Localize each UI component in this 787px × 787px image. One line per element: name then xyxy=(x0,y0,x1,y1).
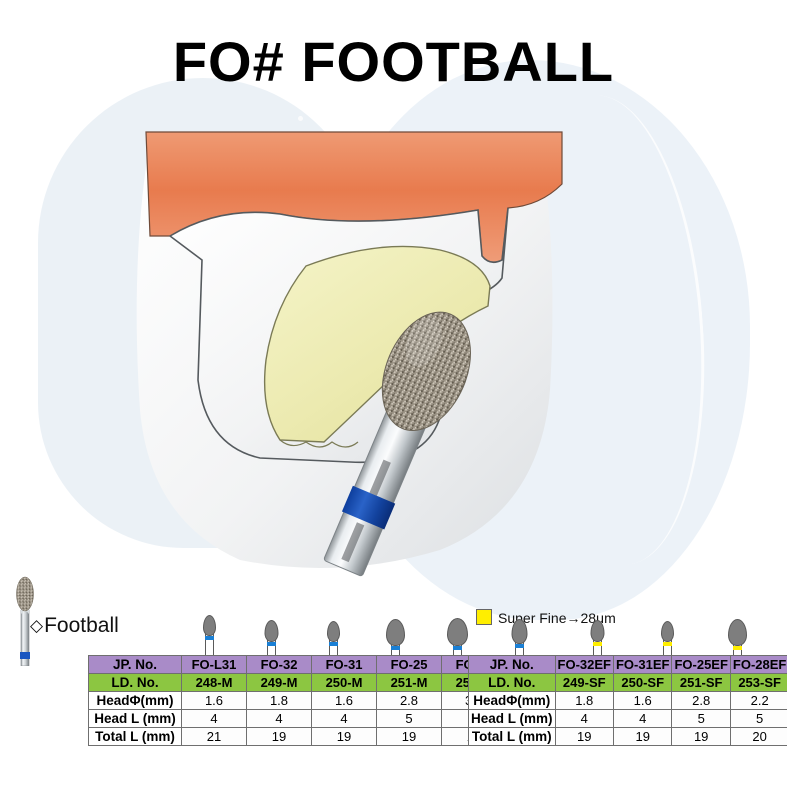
bur-grit-band xyxy=(390,646,400,650)
table-row: Head L (mm) 4 4 5 5 xyxy=(468,709,787,728)
specification-section: ◇Football Super Fine→28μm ISO257/016ISO2… xyxy=(0,556,787,787)
shape-label-text: Football xyxy=(44,614,119,637)
bur-grit-band xyxy=(514,644,524,648)
cell-head-dia: 2.8 xyxy=(671,691,731,710)
bur-grit-band xyxy=(204,636,214,640)
bur-head xyxy=(326,621,340,642)
bur-head xyxy=(511,619,527,644)
table-row: Total L (mm) 19 19 19 20 xyxy=(468,727,787,746)
cell-head-l: 4 xyxy=(181,709,247,728)
cell-head-l: 5 xyxy=(376,709,442,728)
table-row: JP. No. FO-32EF FO-31EF FO-25EF FO-28EF xyxy=(468,655,787,674)
row-header: Total L (mm) xyxy=(468,727,556,746)
tooth-illustration xyxy=(136,131,563,577)
row-header: HeadΦ(mm) xyxy=(468,691,556,710)
bur-head xyxy=(660,621,674,642)
cell-head-l: 5 xyxy=(729,709,787,728)
row-header: Head L (mm) xyxy=(88,709,182,728)
cell-ld-no: 248-M xyxy=(181,673,247,692)
page-title: FO# FOOTBALL xyxy=(172,30,615,93)
cell-jp-no: FO-25 xyxy=(376,655,442,674)
cell-total-l: 19 xyxy=(554,727,614,746)
cell-head-l: 5 xyxy=(671,709,731,728)
row-header: LD. No. xyxy=(88,673,182,692)
table-row: HeadΦ(mm) 1.8 1.6 2.8 2.2 xyxy=(468,691,787,710)
cell-jp-no: FO-25EF xyxy=(671,655,731,674)
bur-head xyxy=(202,615,216,636)
bur-grit-band xyxy=(732,646,742,650)
bur-head xyxy=(727,619,747,646)
row-header: JP. No. xyxy=(88,655,182,674)
bur-grit-band xyxy=(266,642,276,646)
bur-grit-band xyxy=(662,642,672,646)
reference-football-bur xyxy=(16,576,34,666)
cell-ld-no: 250-M xyxy=(311,673,377,692)
cell-total-l: 19 xyxy=(246,727,312,746)
cell-ld-no: 253-SF xyxy=(729,673,787,692)
cell-head-dia: 2.2 xyxy=(729,691,787,710)
cell-total-l: 19 xyxy=(376,727,442,746)
table-row: LD. No. 249-SF 250-SF 251-SF 253-SF xyxy=(468,673,787,692)
super-fine-grit-table: JP. No. FO-32EF FO-31EF FO-25EF FO-28EF LD. N… xyxy=(468,655,787,746)
cell-jp-no: FO-32 xyxy=(246,655,312,674)
cell-head-l: 4 xyxy=(554,709,614,728)
cell-jp-no: FO-31EF xyxy=(612,655,673,674)
cell-head-l: 4 xyxy=(612,709,673,728)
cell-total-l: 19 xyxy=(612,727,673,746)
cell-head-dia: 1.6 xyxy=(181,691,247,710)
diamond-shape-icon: ◇ xyxy=(30,616,44,635)
cell-ld-no: 249-M xyxy=(246,673,312,692)
cell-ld-no: 251-SF xyxy=(671,673,731,692)
bur-head xyxy=(590,620,604,642)
cell-total-l: 19 xyxy=(671,727,731,746)
cell-ld-no: 250-SF xyxy=(612,673,673,692)
cell-head-dia: 1.8 xyxy=(246,691,312,710)
row-header: HeadΦ(mm) xyxy=(88,691,182,710)
row-header: LD. No. xyxy=(468,673,556,692)
shape-label: ◇Football xyxy=(30,614,119,638)
cell-head-l: 4 xyxy=(246,709,312,728)
cell-jp-no: FO-L31 xyxy=(181,655,247,674)
bur-head xyxy=(385,619,405,646)
cell-jp-no: FO-31 xyxy=(311,655,377,674)
bur-head xyxy=(446,618,468,646)
bur-head xyxy=(264,620,278,642)
row-header: Total L (mm) xyxy=(88,727,182,746)
cell-total-l: 21 xyxy=(181,727,247,746)
cell-total-l: 20 xyxy=(729,727,787,746)
bur-grit-band xyxy=(592,642,602,646)
bur-grit-band xyxy=(452,646,462,650)
cell-jp-no: FO-28EF xyxy=(729,655,787,674)
cell-head-dia: 2.8 xyxy=(376,691,442,710)
bur-grit-band xyxy=(328,642,338,646)
cell-total-l: 19 xyxy=(311,727,377,746)
cell-head-dia: 1.6 xyxy=(612,691,673,710)
row-header: JP. No. xyxy=(468,655,556,674)
cell-head-dia: 1.8 xyxy=(554,691,614,710)
blue-band xyxy=(20,652,30,659)
cell-head-dia: 1.6 xyxy=(311,691,377,710)
row-header: Head L (mm) xyxy=(468,709,556,728)
cell-ld-no: 251-M xyxy=(376,673,442,692)
cell-head-l: 4 xyxy=(311,709,377,728)
cell-jp-no: FO-32EF xyxy=(554,655,614,674)
cell-ld-no: 249-SF xyxy=(554,673,614,692)
